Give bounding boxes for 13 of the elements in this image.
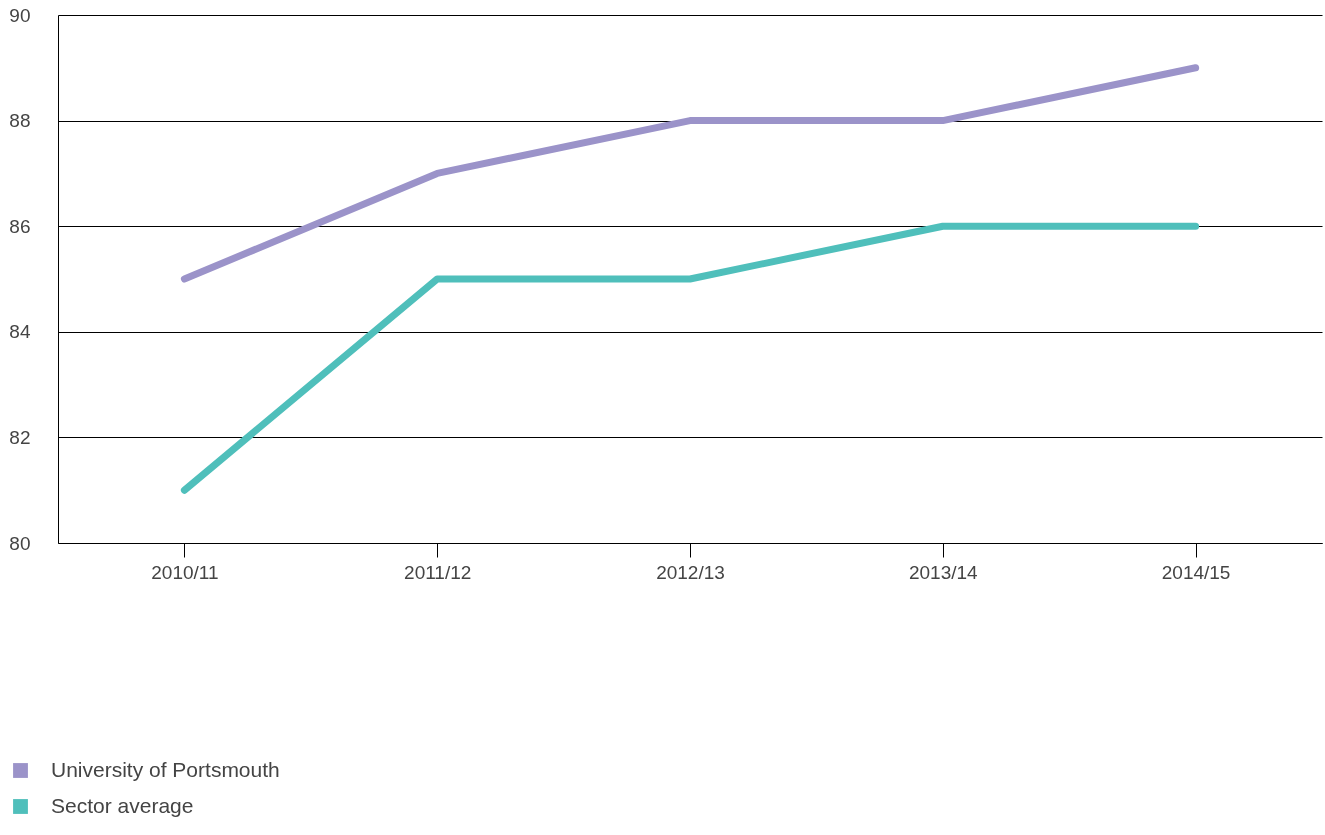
legend-label: Sector average — [51, 793, 194, 817]
y-tick-label: 90 — [9, 4, 31, 26]
x-tick-label: 2014/15 — [1161, 561, 1231, 583]
y-tick-label: 88 — [9, 110, 31, 132]
y-tick-label: 84 — [9, 321, 31, 343]
x-tick-label: 2010/11 — [151, 561, 219, 583]
legend-label: University of Portsmouth — [51, 757, 280, 781]
x-tick-label: 2013/14 — [908, 561, 979, 583]
x-tick-label: 2011/12 — [404, 561, 472, 583]
y-tick-label: 80 — [9, 532, 31, 554]
y-tick-label: 82 — [9, 426, 31, 448]
x-tick-label: 2012/13 — [656, 561, 725, 583]
y-tick-label: 86 — [9, 215, 31, 237]
